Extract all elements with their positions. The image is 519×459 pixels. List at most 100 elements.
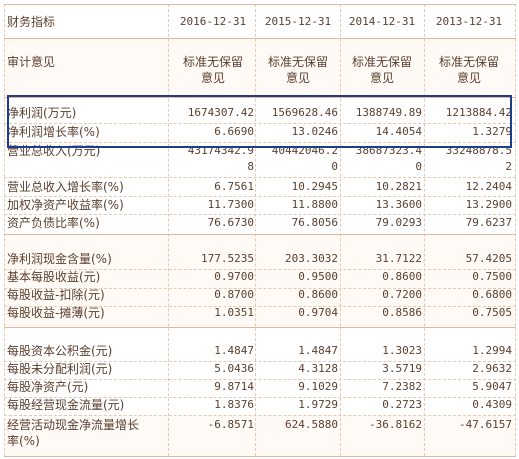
row-divider xyxy=(4,415,516,416)
row-label: 加权净资产收益率(%) xyxy=(7,198,124,212)
row-label: 每股净资产(元) xyxy=(7,380,89,394)
row-label: 每股未分配利润(元) xyxy=(7,362,113,376)
last-value: -47.6157 xyxy=(459,418,512,431)
header-date-3: 2014-12-31 xyxy=(348,15,416,28)
revenue-value-line2: 2 xyxy=(505,160,512,173)
row-divider xyxy=(4,177,516,178)
row-value: 3.5719 xyxy=(382,362,422,375)
row-value: 0.7500 xyxy=(472,270,512,283)
row-label: 净利润(万元) xyxy=(7,106,77,120)
section-separator xyxy=(4,38,516,39)
header-title: 财务指标 xyxy=(7,15,56,29)
row-value: 13.2900 xyxy=(465,198,512,211)
header-date-4: 2013-12-31 xyxy=(435,15,503,28)
row-value: 0.8600 xyxy=(298,288,338,301)
row-label: 净利润现金含量(%) xyxy=(7,252,112,266)
audit-value-line2: 意见 xyxy=(200,71,225,85)
row-value: 1.4847 xyxy=(298,344,338,357)
section-separator xyxy=(4,4,516,5)
revenue-value-line2: 8 xyxy=(247,160,254,173)
row-divider xyxy=(4,397,516,398)
row-value: 0.8586 xyxy=(382,306,422,319)
row-value: 79.6237 xyxy=(465,216,512,229)
row-value: 1.8376 xyxy=(214,398,254,411)
row-value: 0.9700 xyxy=(214,270,254,283)
last-label-line1: 经营活动现金净流量增长 xyxy=(7,418,140,432)
column-divider xyxy=(515,4,516,456)
row-label: 资产负债比率(%) xyxy=(7,216,100,230)
row-divider xyxy=(4,361,516,362)
row-divider xyxy=(4,306,516,307)
section-separator xyxy=(4,234,516,235)
row-label: 每股经营现金流量(元) xyxy=(7,398,125,412)
row-value: 10.2945 xyxy=(291,180,338,193)
row-value: 7.2382 xyxy=(382,380,422,393)
audit-value-line1: 标准无保留 xyxy=(351,55,412,69)
column-divider xyxy=(255,4,256,456)
column-divider xyxy=(424,4,425,456)
row-divider xyxy=(4,269,516,270)
audit-value-line2: 意见 xyxy=(456,71,481,85)
row-value: 1213884.42 xyxy=(445,106,512,119)
row-value: 203.3032 xyxy=(285,252,338,265)
row-divider xyxy=(4,288,516,289)
row-value: 10.2821 xyxy=(375,180,422,193)
row-divider xyxy=(4,379,516,380)
row-value: 0.8600 xyxy=(382,270,422,283)
row-label: 每股收益-摊薄(元) xyxy=(7,306,105,320)
row-value: 1.9729 xyxy=(298,398,338,411)
revenue-value-line2: 0 xyxy=(331,160,338,173)
row-value: 6.6690 xyxy=(214,125,254,138)
last-value: -36.8162 xyxy=(369,418,422,431)
header-date-1: 2016-12-31 xyxy=(179,15,247,28)
row-value: 11.8800 xyxy=(291,198,338,211)
row-label: 每股收益-扣除(元) xyxy=(7,288,105,302)
row-value: 9.1029 xyxy=(298,380,338,393)
audit-value-line1: 标准无保留 xyxy=(182,55,243,69)
row-label: 营业总收入增长率(%) xyxy=(7,180,124,194)
row-label: 净利润增长率(%) xyxy=(7,125,100,139)
row-value: 1.2994 xyxy=(472,344,512,357)
audit-value-line1: 标准无保留 xyxy=(267,55,328,69)
row-shade xyxy=(4,415,516,456)
row-label: 每股资本公积金(元) xyxy=(7,344,113,358)
last-value: -6.8571 xyxy=(207,418,254,431)
row-value: 5.9047 xyxy=(472,380,512,393)
row-value: 1.0351 xyxy=(214,306,254,319)
row-value: 14.4054 xyxy=(375,125,422,138)
row-value: 6.7561 xyxy=(214,180,254,193)
row-value: 5.0436 xyxy=(214,362,254,375)
section-separator xyxy=(4,97,516,98)
audit-value-line2: 意见 xyxy=(285,71,310,85)
row-value: 0.7505 xyxy=(472,306,512,319)
section-separator xyxy=(4,456,516,457)
row-value: 1.4847 xyxy=(214,344,254,357)
row-value: 1569628.46 xyxy=(271,106,338,119)
audit-label: 审计意见 xyxy=(7,55,56,69)
row-value: 177.5235 xyxy=(201,252,254,265)
row-value: 31.7122 xyxy=(375,252,422,265)
row-value: 0.9704 xyxy=(298,306,338,319)
column-divider xyxy=(4,4,5,456)
last-value: 624.5880 xyxy=(285,418,338,431)
row-label: 基本每股收益(元) xyxy=(7,270,101,284)
row-value: 0.2723 xyxy=(382,398,422,411)
row-shade xyxy=(4,234,516,327)
net-profit-highlight-box xyxy=(7,95,512,148)
row-value: 12.2404 xyxy=(465,180,512,193)
column-divider xyxy=(168,4,169,456)
row-value: 79.0293 xyxy=(375,216,422,229)
row-value: 0.9500 xyxy=(298,270,338,283)
row-divider xyxy=(4,196,516,197)
audit-value-line1: 标准无保留 xyxy=(438,55,499,69)
row-value: 1.3023 xyxy=(382,344,422,357)
row-value: 1388749.89 xyxy=(355,106,422,119)
header-date-2: 2015-12-31 xyxy=(264,15,332,28)
row-value: 0.7200 xyxy=(382,288,422,301)
row-value: 11.7300 xyxy=(207,198,254,211)
column-divider xyxy=(340,4,341,456)
row-value: 0.6800 xyxy=(472,288,512,301)
row-value: 0.4309 xyxy=(472,398,512,411)
row-divider xyxy=(4,142,516,143)
audit-value-line2: 意见 xyxy=(369,71,394,85)
